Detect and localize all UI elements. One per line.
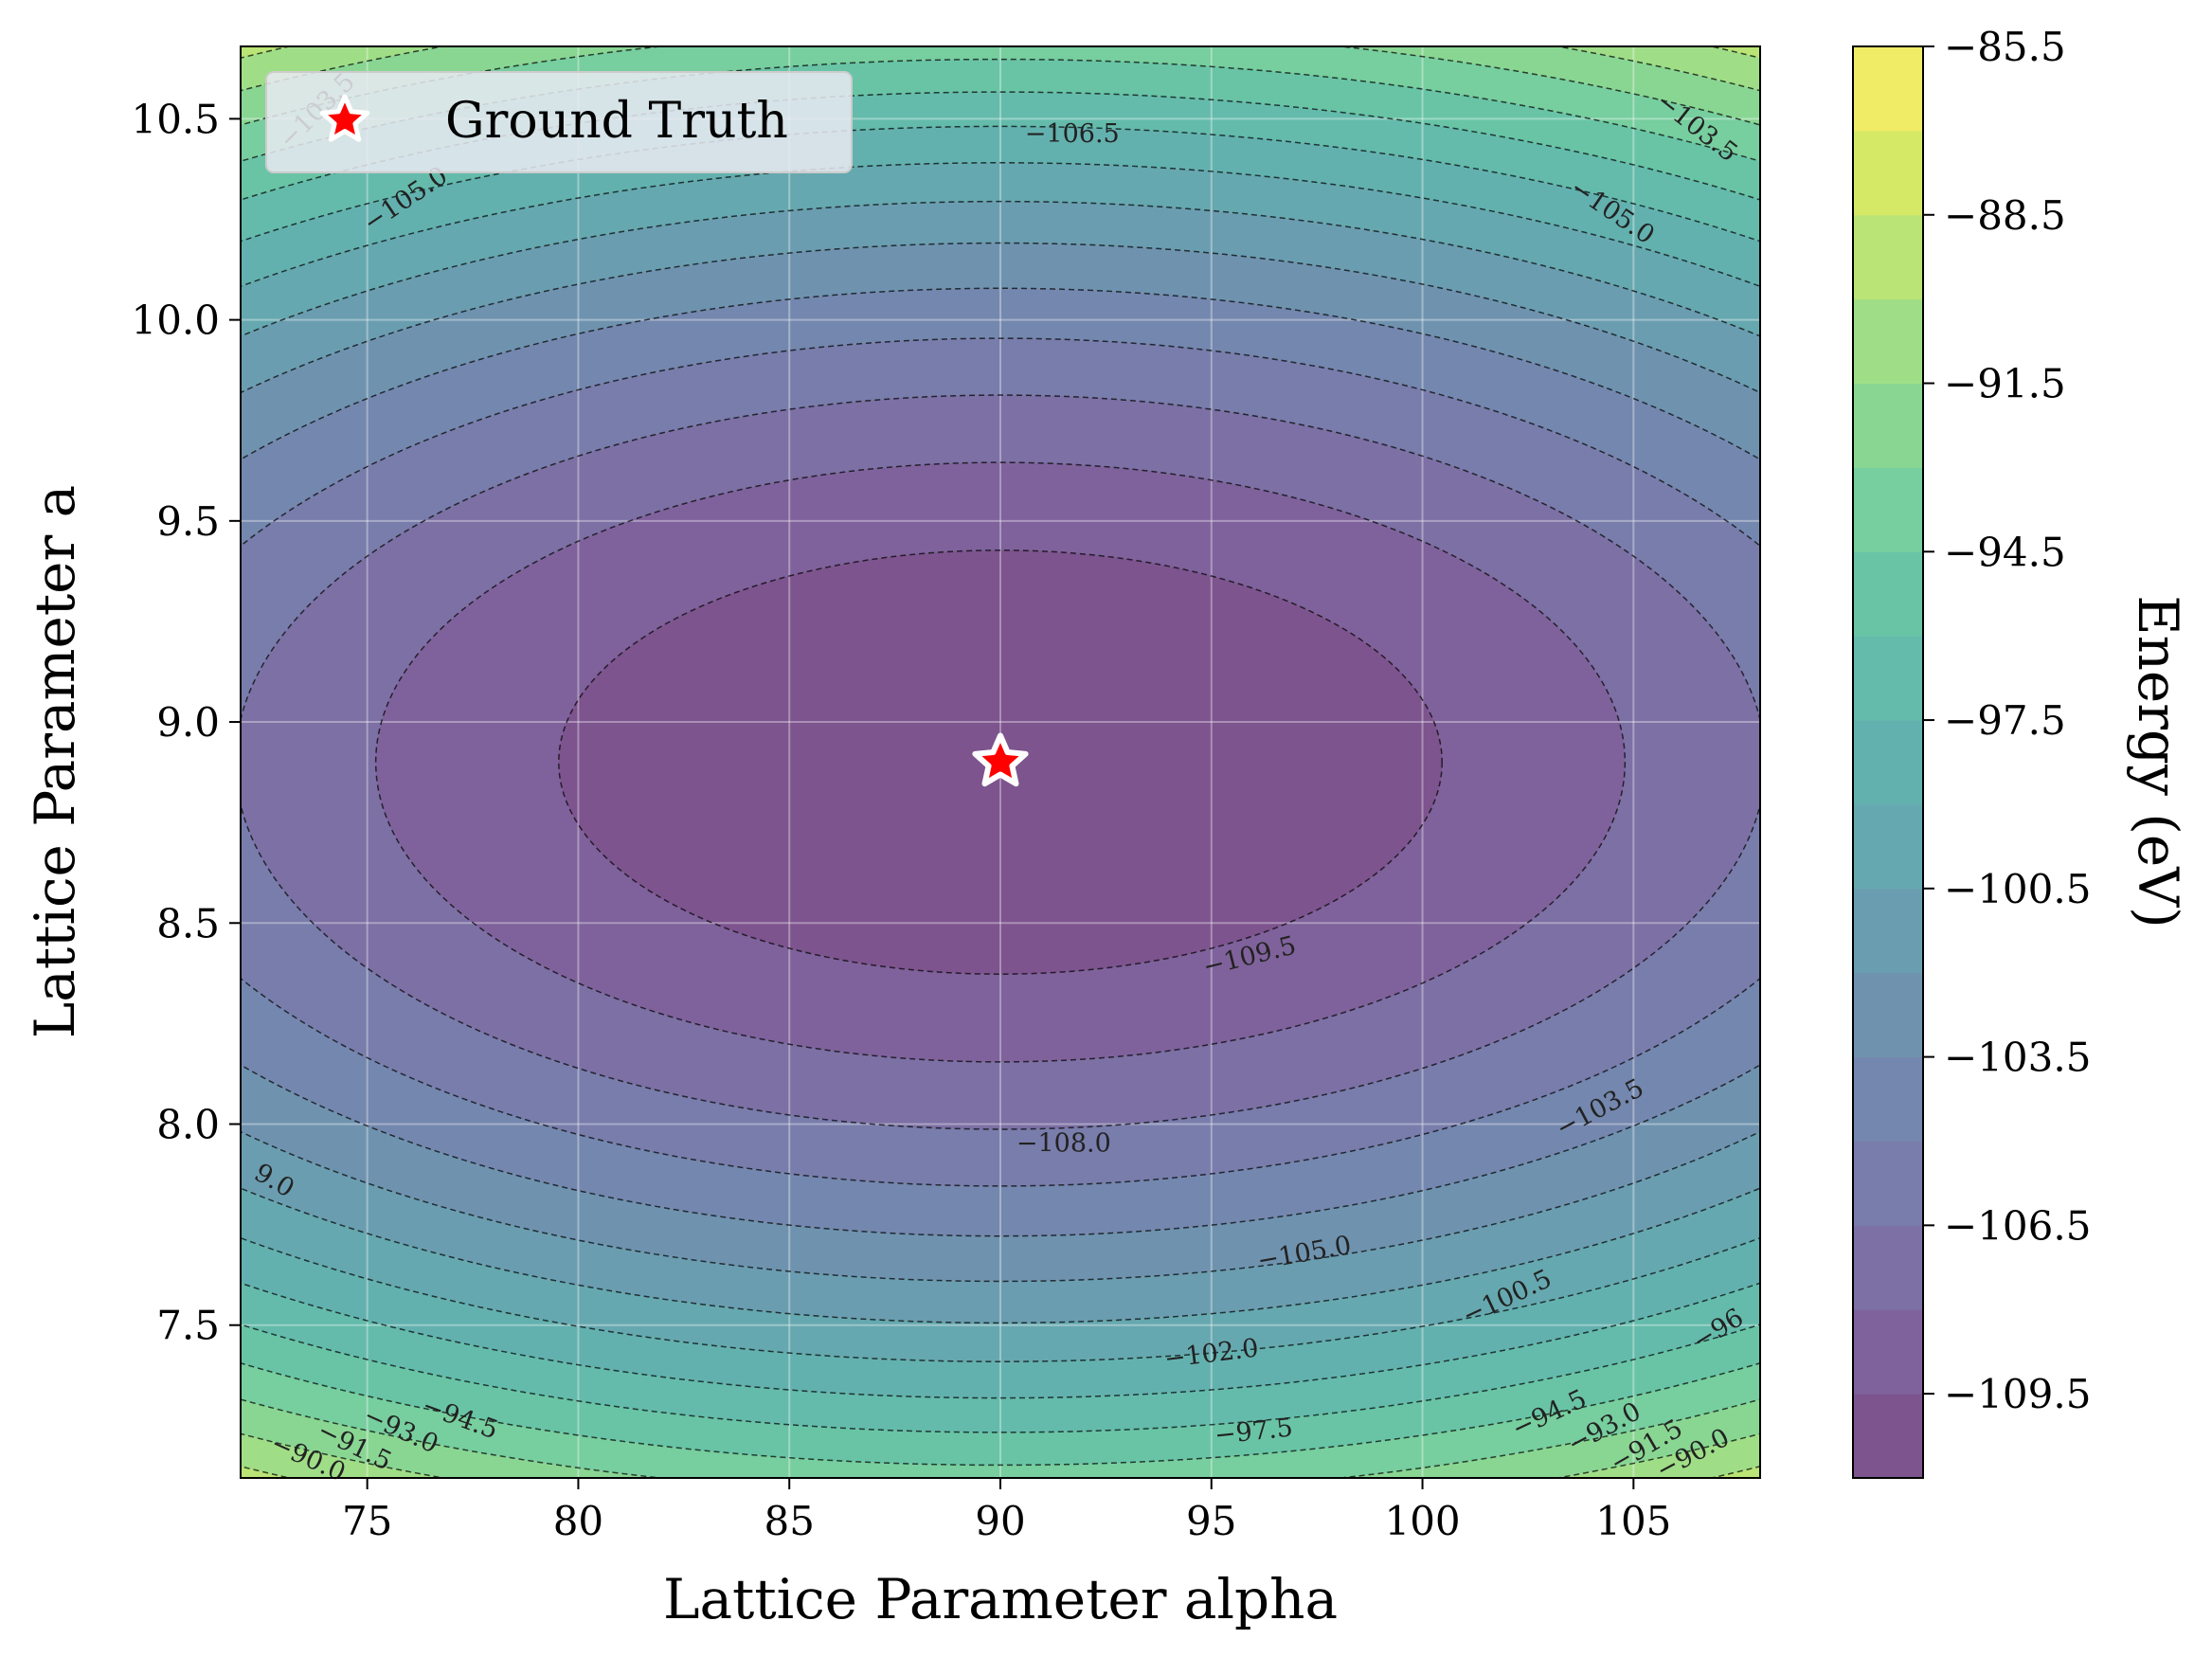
y-tick-label: 7.5	[156, 1303, 220, 1349]
legend-label: Ground Truth	[445, 93, 788, 150]
colorbar-band	[1853, 720, 1923, 805]
contour-line	[241, 59, 1760, 1466]
colorbar-tick-label: −85.5	[1944, 24, 2066, 70]
y-tick-label: 9.0	[156, 699, 220, 746]
x-tick-label: 80	[553, 1498, 603, 1544]
colorbar-tick-label: −103.5	[1944, 1035, 2091, 1081]
y-tick-label: 10.5	[131, 96, 220, 142]
colorbar-tick-label: −100.5	[1944, 866, 2091, 912]
x-axis-title: Lattice Parameter alpha	[663, 1567, 1338, 1631]
colorbar-tick-label: −88.5	[1944, 192, 2066, 239]
colorbar-band	[1853, 1394, 1923, 1479]
contour-line	[241, 91, 1760, 1433]
colorbar-ticks: −85.5 −88.5 −91.5 −94.5 −97.5 −100.5 −103.5 −10…	[1923, 24, 2091, 1417]
colorbar-tick-label: −106.5	[1944, 1202, 2091, 1249]
x-tick-label: 75	[342, 1498, 392, 1544]
colorbar-band	[1853, 1056, 1923, 1142]
star-icon	[319, 94, 370, 142]
colorbar-band	[1853, 803, 1923, 890]
contour-label: −106.5	[1025, 119, 1120, 149]
colorbar-band	[1853, 1309, 1923, 1395]
y-tick-label: 8.0	[156, 1101, 220, 1147]
contour-line	[241, 242, 1760, 1283]
colorbar-tick-label: −91.5	[1944, 361, 2066, 407]
contour-line	[374, 461, 1627, 1063]
contour-line	[241, 337, 1760, 1187]
legend-star-icon	[319, 94, 370, 142]
colorbar-band	[1853, 130, 1923, 216]
y-axis-ticks: 7.5 8.0 8.5 9.0 9.5 10.0 10.5	[131, 96, 241, 1349]
colorbar-band	[1853, 972, 1923, 1058]
colorbar	[1853, 46, 1923, 1479]
contour-line	[241, 394, 1760, 1130]
x-tick-label: 85	[764, 1498, 814, 1544]
colorbar-tick-label: −94.5	[1944, 529, 2066, 575]
colorbar-frame	[1852, 45, 1924, 1479]
legend: Ground Truth	[265, 71, 853, 173]
colorbar-tick-label: −109.5	[1944, 1371, 2091, 1417]
legend-box	[265, 71, 853, 173]
y-tick-label: 10.0	[131, 297, 220, 344]
colorbar-band	[1853, 46, 1923, 132]
contour-line	[241, 201, 1760, 1324]
colorbar-band	[1853, 467, 1923, 552]
colorbar-title: Energy (eV)	[2126, 595, 2190, 928]
contour-label: −108.0	[1016, 1128, 1111, 1158]
x-tick-label: 105	[1595, 1498, 1671, 1544]
y-tick-label: 9.5	[156, 498, 220, 545]
colorbar-tick-label: −97.5	[1944, 697, 2066, 744]
contour-lines	[241, 46, 1760, 1478]
contour-line	[241, 162, 1760, 1362]
star-icon	[972, 732, 1029, 787]
y-axis-title: Lattice Parameter a	[23, 485, 87, 1039]
colorbar-band	[1853, 383, 1923, 468]
colorbar-band	[1853, 1141, 1923, 1226]
x-tick-label: 90	[975, 1498, 1025, 1544]
colorbar-band	[1853, 551, 1923, 637]
x-axis-ticks: 75 80 85 90 95 100 105	[342, 1478, 1671, 1544]
y-tick-label: 8.5	[156, 900, 220, 946]
x-tick-label: 100	[1384, 1498, 1460, 1544]
x-tick-label: 95	[1186, 1498, 1236, 1544]
contour-line	[558, 549, 1443, 975]
colorbar-band	[1853, 214, 1923, 300]
colorbar-band	[1853, 298, 1923, 385]
colorbar-band	[1853, 888, 1923, 974]
ground-truth-marker	[972, 732, 1029, 787]
colorbar-band	[1853, 1225, 1923, 1310]
colorbar-band	[1853, 636, 1923, 721]
